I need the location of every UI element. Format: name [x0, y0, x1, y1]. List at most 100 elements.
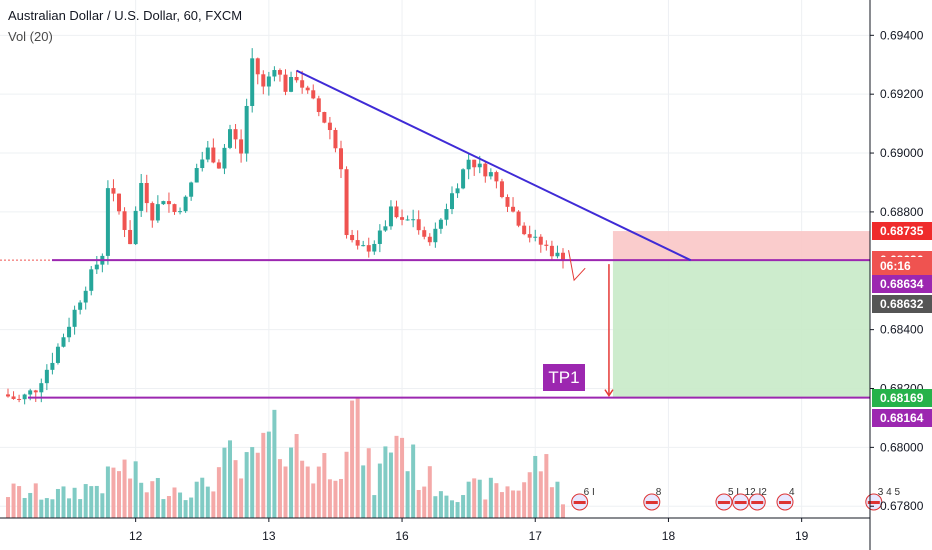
- candle-body: [339, 148, 343, 170]
- price-badge: 0.68634: [872, 274, 932, 293]
- candle-body: [94, 264, 99, 270]
- volume-bar: [161, 499, 166, 518]
- volume-bar: [383, 446, 388, 518]
- event-flag-stripe: [717, 501, 730, 504]
- candle-body: [111, 188, 116, 194]
- volume-bar: [283, 466, 288, 518]
- volume-bar: [6, 497, 10, 518]
- volume-bar: [494, 483, 499, 518]
- volume-bar: [555, 481, 560, 518]
- symbol-title[interactable]: Australian Dollar / U.S. Dollar, 60, FXC…: [8, 8, 243, 23]
- descending-trendline: [296, 69, 692, 262]
- event-count-label: 12 I: [745, 487, 762, 498]
- volume-bar: [189, 497, 194, 518]
- volume-bar: [22, 497, 27, 518]
- pullback-arrow: [568, 250, 586, 282]
- volume-bar: [561, 504, 565, 518]
- volume-bar: [488, 477, 493, 518]
- volume-bar: [155, 477, 160, 518]
- volume-bar: [438, 491, 443, 518]
- volume-bar: [333, 480, 338, 518]
- candle-body: [366, 245, 371, 252]
- event-count-label: 6 I: [584, 487, 595, 498]
- candle-body: [472, 159, 477, 168]
- candle-body: [216, 162, 221, 169]
- candle-body: [361, 245, 366, 247]
- volume-bar: [422, 486, 427, 518]
- candle-body: [411, 219, 416, 221]
- volume-bar: [44, 498, 49, 518]
- volume-bar: [361, 465, 366, 518]
- volume-bar: [83, 484, 88, 518]
- event-flag-stripe: [751, 501, 764, 504]
- candle-body: [316, 98, 321, 113]
- candle-body: [289, 76, 294, 92]
- price-badge: 0.68735: [872, 222, 932, 241]
- candle-body: [89, 269, 94, 291]
- volume-bar: [416, 489, 421, 518]
- candle-body: [377, 230, 382, 244]
- volume-bar: [516, 490, 521, 518]
- x-tick-label: 18: [662, 529, 676, 543]
- y-tick-label: 0.68000: [880, 440, 924, 454]
- target-arrowhead: [604, 389, 614, 397]
- price-badge: 06:16: [872, 257, 932, 276]
- candle-body: [83, 290, 88, 303]
- candle-body: [305, 87, 310, 91]
- volume-bar: [505, 486, 510, 518]
- candle-body: [538, 236, 543, 245]
- volume-bar: [233, 460, 238, 518]
- candle-body: [311, 90, 316, 99]
- price-badge: 0.68169: [872, 388, 932, 407]
- candle-body: [522, 225, 527, 235]
- candle-body: [189, 182, 194, 197]
- volume-bar: [300, 460, 305, 518]
- candle-body: [105, 188, 110, 256]
- x-tick-label: 16: [395, 529, 409, 543]
- volume-bar: [89, 486, 94, 518]
- volume-bar: [305, 466, 310, 518]
- candle-body: [461, 169, 466, 189]
- y-tick-label: 0.69400: [880, 28, 924, 42]
- candle-body: [172, 204, 177, 212]
- candle-body: [244, 105, 249, 154]
- candle-body: [117, 193, 121, 212]
- price-badge: 0.68632: [872, 294, 932, 313]
- volume-bar: [344, 451, 349, 518]
- y-tick-label: 0.69000: [880, 146, 924, 160]
- candle-body: [166, 201, 171, 205]
- candle-body: [505, 197, 510, 207]
- event-flag-stripe: [867, 501, 880, 504]
- candle-body: [250, 58, 255, 106]
- event-flag-stripe: [645, 501, 658, 504]
- volume-indicator-label[interactable]: Vol (20): [8, 29, 53, 44]
- volume-bar: [122, 459, 127, 518]
- candle-body: [133, 210, 138, 245]
- volume-bar: [538, 471, 543, 518]
- volume-bar: [166, 496, 171, 518]
- candle-body: [372, 243, 377, 252]
- candle-body: [161, 201, 166, 205]
- candle-body: [355, 240, 360, 246]
- volume-bar: [222, 447, 227, 518]
- volume-bar: [549, 487, 554, 518]
- y-tick-label: 0.69200: [880, 87, 924, 101]
- candle-body: [455, 188, 460, 194]
- volume-bar: [117, 471, 121, 518]
- candle-body: [61, 337, 66, 347]
- candle-body: [283, 74, 288, 92]
- volume-bar: [533, 455, 538, 518]
- event-count-label: 4: [789, 487, 795, 498]
- volume-bar: [294, 434, 299, 518]
- volume-bar: [17, 486, 22, 518]
- price-badge: 0.68164: [872, 408, 932, 427]
- volume-bar: [28, 492, 33, 518]
- volume-bar: [289, 447, 294, 518]
- candle-body: [433, 228, 438, 243]
- x-tick-label: 19: [795, 529, 809, 543]
- candle-body: [488, 172, 493, 177]
- candle-body: [178, 211, 183, 213]
- candle-body: [200, 159, 205, 169]
